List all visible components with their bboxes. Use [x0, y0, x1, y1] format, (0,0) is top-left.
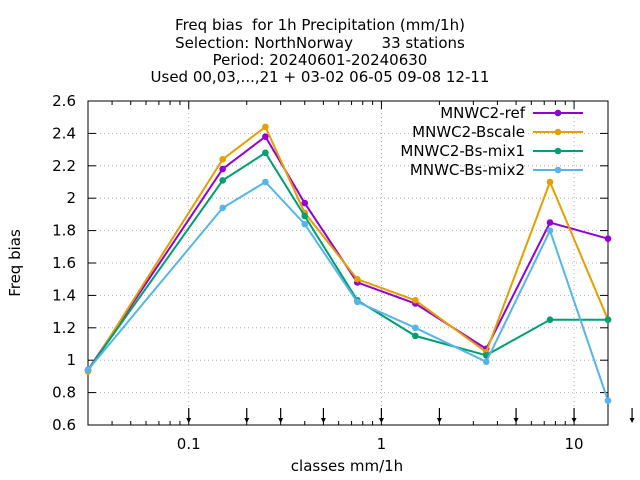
chart-title-line-1: Freq bias for 1h Precipitation (mm/1h)	[175, 16, 465, 34]
legend-label-0: MNWC2-ref	[440, 104, 525, 122]
axes: 0.6 0.8 1 1.2 1.4 1.6 1.8 2 2.2 2.4 2.6 0.1 1 10	[52, 92, 609, 453]
class-marker-head	[320, 418, 326, 423]
class-markers	[186, 408, 635, 423]
y-tick-label: 2.4	[52, 124, 76, 142]
series-line-0	[87, 135, 609, 371]
x-tick-label: 10	[565, 435, 584, 453]
legend-marker-0	[554, 109, 562, 117]
series-point-3	[219, 204, 226, 212]
chart-title-line-2: Selection: NorthNorway 33 stations	[175, 34, 465, 52]
legend: MNWC2-refMNWC2-BscaleMNWC2-Bs-mix1MNWC-B…	[400, 104, 583, 179]
y-tick-label: 1.8	[52, 222, 76, 240]
y-tick-label: 2.6	[52, 92, 76, 110]
series-point-2	[219, 177, 226, 184]
series-point-3	[262, 178, 269, 186]
class-marker-head	[278, 418, 284, 423]
series-point-3	[482, 358, 490, 366]
series-point-0	[546, 219, 554, 226]
series-point-3	[604, 397, 612, 405]
class-marker-head	[186, 418, 192, 423]
series-point-2	[301, 212, 309, 220]
y-tick-label: 1.2	[52, 319, 76, 337]
chart-title-line-4: Used 00,03,...,21 + 03-02 06-05 09-08 12…	[150, 68, 490, 86]
class-marker-head	[378, 418, 384, 423]
y-tick-label: 1.4	[52, 286, 76, 304]
class-marker-head	[513, 418, 519, 423]
y-axis-label: Freq bias	[6, 229, 24, 297]
series-point-2	[546, 316, 554, 324]
series-point-0	[301, 199, 309, 207]
legend-marker-1	[554, 128, 562, 136]
x-tick-label: 1	[377, 435, 387, 453]
series-point-0	[219, 165, 226, 173]
y-tick-label: 0.6	[52, 416, 76, 434]
y-tick-label: 1.6	[52, 254, 76, 272]
series-line-3	[87, 180, 609, 402]
legend-label-3: MNWC-Bs-mix2	[410, 161, 525, 179]
series-point-0	[262, 133, 269, 140]
legend-label-2: MNWC2-Bs-mix1	[400, 142, 525, 160]
series-point-1	[354, 275, 361, 283]
series-point-3	[301, 220, 309, 228]
series-point-1	[219, 156, 226, 163]
class-marker-head	[436, 418, 442, 423]
series-point-3	[546, 227, 554, 234]
series-point-1	[546, 178, 554, 186]
series-point-3	[354, 298, 361, 306]
y-tick-label: 2	[66, 189, 76, 207]
legend-marker-2	[554, 147, 562, 155]
y-tick-label: 1	[66, 351, 76, 369]
x-axis-label: classes mm/1h	[291, 457, 403, 475]
series-point-2	[262, 149, 269, 157]
class-marker-head	[629, 418, 635, 423]
legend-marker-3	[554, 166, 562, 174]
y-tick-label: 2.2	[52, 157, 76, 175]
series-point-3	[84, 366, 92, 374]
chart-title-line-3: Period: 20240601-20240630	[212, 51, 428, 69]
series-point-0	[604, 235, 612, 242]
legend-label-1: MNWC2-Bscale	[412, 123, 525, 141]
class-marker-head	[571, 418, 577, 423]
series-point-2	[412, 332, 419, 340]
y-tick-label: 0.8	[52, 384, 76, 402]
series-point-1	[412, 296, 419, 304]
x-tick-label: 0.1	[177, 435, 201, 453]
series-point-2	[604, 316, 612, 324]
grid	[88, 101, 608, 425]
series-point-1	[262, 123, 269, 131]
series-line-1	[87, 125, 609, 373]
class-marker-head	[244, 418, 250, 423]
series-point-3	[412, 324, 419, 332]
series-group	[84, 123, 612, 405]
